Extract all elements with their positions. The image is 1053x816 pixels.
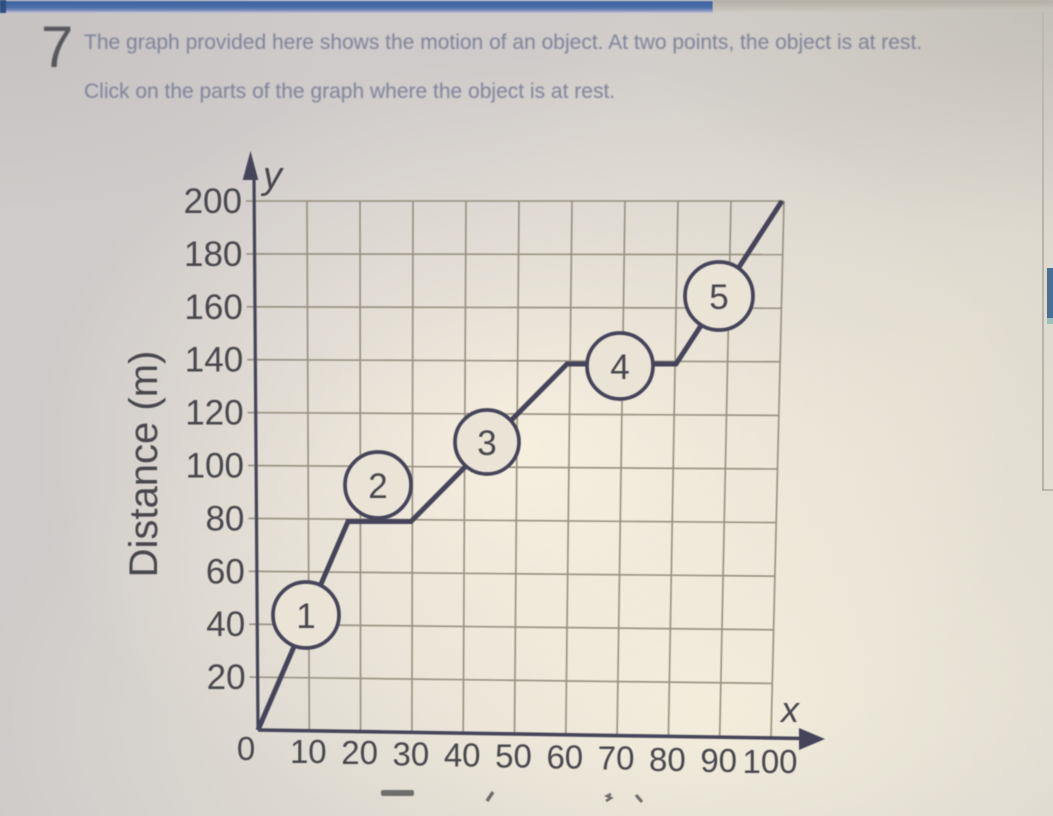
svg-text:5: 5 <box>709 278 728 317</box>
svg-text:180: 180 <box>184 235 242 274</box>
svg-text:140: 140 <box>185 341 243 380</box>
svg-text:60: 60 <box>546 739 583 776</box>
svg-text:120: 120 <box>185 394 243 433</box>
svg-text:4: 4 <box>610 348 629 387</box>
svg-text:Distance (m): Distance (m) <box>122 351 166 578</box>
svg-text:0: 0 <box>237 730 255 767</box>
svg-text:20: 20 <box>341 734 378 771</box>
svg-text:40: 40 <box>444 736 481 773</box>
svg-text:60: 60 <box>206 552 245 591</box>
svg-text:90: 90 <box>700 742 737 779</box>
svg-text:200: 200 <box>184 182 242 221</box>
svg-text:y: y <box>260 155 284 197</box>
svg-text:50: 50 <box>495 738 532 775</box>
svg-text:2: 2 <box>368 467 387 506</box>
svg-text:100: 100 <box>186 447 244 486</box>
svg-text:40: 40 <box>206 605 245 644</box>
svg-text:x: x <box>779 689 801 730</box>
svg-text:20: 20 <box>207 658 246 697</box>
svg-text:30: 30 <box>393 735 430 772</box>
svg-text:160: 160 <box>184 288 242 327</box>
svg-text:3: 3 <box>477 424 496 463</box>
svg-text:10: 10 <box>290 733 327 770</box>
svg-text:80: 80 <box>205 499 244 538</box>
svg-text:100: 100 <box>742 743 797 780</box>
svg-text:1: 1 <box>296 597 315 636</box>
svg-text:70: 70 <box>598 740 635 777</box>
svg-text:80: 80 <box>649 741 686 778</box>
